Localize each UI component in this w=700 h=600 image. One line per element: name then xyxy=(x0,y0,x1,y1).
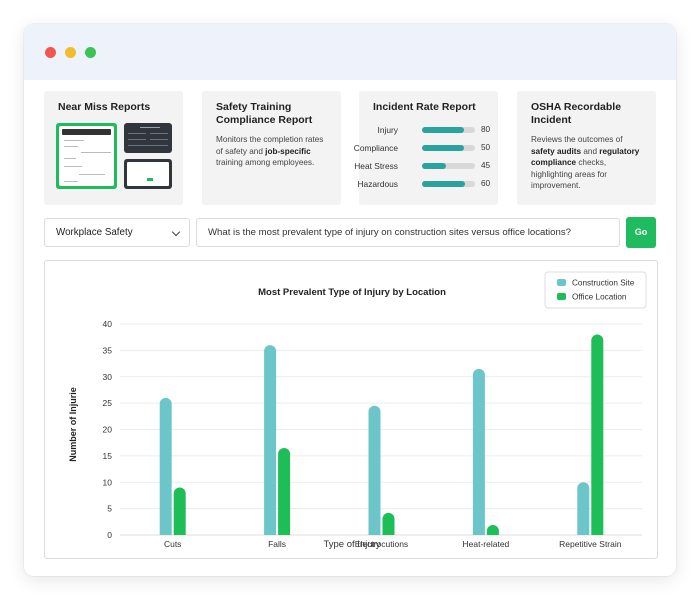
incident-rate-card[interactable]: Incident Rate Report Injury 80 Complianc… xyxy=(354,91,498,205)
card-title: OSHA Recordable Incident xyxy=(531,101,622,126)
y-axis-label: Number of Injurie xyxy=(68,387,78,462)
safety-training-card[interactable]: Safety Training Compliance Report Monito… xyxy=(202,91,341,205)
go-button[interactable]: Go xyxy=(626,217,656,248)
query-input[interactable]: What is the most prevalent type of injur… xyxy=(196,218,620,247)
maximize-window-button[interactable] xyxy=(85,47,96,58)
y-tick-label: 25 xyxy=(103,398,113,408)
rate-label: Hazardous xyxy=(357,179,398,189)
injury-bar-chart: 0 5 10 15 20 25 30 35 40 Cuts Falls Electrocutions H… xyxy=(68,271,647,550)
bar-office xyxy=(382,512,395,535)
incident-rate-row: Compliance 50 xyxy=(354,141,498,155)
form-preview-thumbnail xyxy=(56,123,117,189)
x-tick-label: Heat-related xyxy=(463,539,510,549)
legend-label: Construction Site xyxy=(572,279,635,288)
category-select[interactable]: Workplace Safety xyxy=(44,218,190,247)
incident-rate-row: Heat Stress 45 xyxy=(354,159,498,173)
incident-rate-row: Injury 80 xyxy=(359,123,498,137)
chevron-down-icon xyxy=(171,227,181,237)
y-tick-label: 30 xyxy=(103,372,113,382)
title-bar xyxy=(24,24,676,80)
legend xyxy=(544,271,647,309)
bar-office xyxy=(486,525,499,535)
rate-bar xyxy=(422,181,475,187)
y-tick-label: 0 xyxy=(107,530,112,540)
y-tick-label: 5 xyxy=(107,504,112,514)
legend-swatch xyxy=(557,279,566,286)
chart-panel: 0 5 10 15 20 25 30 35 40 Cuts Falls Electrocutions H… xyxy=(44,260,658,559)
card-title: Near Miss Reports xyxy=(58,101,151,113)
card-description: Monitors the completion rates of safety … xyxy=(216,135,324,167)
card-title: Safety Training Compliance Report xyxy=(216,101,313,126)
rate-bar xyxy=(422,145,475,151)
near-miss-reports-card[interactable]: Near Miss Reports xyxy=(44,91,183,205)
query-text: What is the most prevalent type of injur… xyxy=(208,227,571,238)
y-tick-label: 40 xyxy=(103,319,113,329)
x-axis-label: Type of Injury xyxy=(323,539,380,550)
y-tick-label: 35 xyxy=(103,345,113,355)
bar-office xyxy=(591,334,604,535)
incident-rate-row: Hazardous 60 xyxy=(357,177,498,191)
category-select-value: Workplace Safety xyxy=(56,227,133,238)
legend-label: Office Location xyxy=(572,293,627,302)
chart-title: Most Prevalent Type of Injury by Locatio… xyxy=(258,287,446,298)
x-tick-label: Electrocutions xyxy=(355,539,408,549)
dark-form-thumbnail-2 xyxy=(124,159,172,189)
rate-value: 45 xyxy=(481,161,491,170)
close-window-button[interactable] xyxy=(45,47,56,58)
rate-label: Injury xyxy=(377,125,398,135)
rate-value: 50 xyxy=(481,143,491,152)
rate-bar xyxy=(422,127,475,133)
legend-swatch xyxy=(557,293,566,300)
card-title: Incident Rate Report xyxy=(373,101,476,113)
rate-bar xyxy=(422,163,475,169)
bar-office xyxy=(173,487,186,535)
card-description: Reviews the outcomes of safety audits an… xyxy=(531,135,640,190)
x-tick-label: Repetitive Strain xyxy=(559,539,622,549)
bar-office xyxy=(278,447,291,535)
bar-construction xyxy=(368,405,381,535)
x-tick-label: Falls xyxy=(268,539,286,549)
bar-construction xyxy=(159,397,172,535)
bar-construction xyxy=(264,345,277,535)
bar-construction xyxy=(472,368,485,535)
bar-construction xyxy=(577,482,590,535)
minimize-window-button[interactable] xyxy=(65,47,76,58)
x-tick-label: Cuts xyxy=(164,539,181,549)
rate-label: Compliance xyxy=(353,143,398,153)
dark-form-thumbnail xyxy=(124,123,172,153)
y-tick-label: 10 xyxy=(103,477,113,487)
app-window: Near Miss Reports Saf xyxy=(24,24,676,576)
y-tick-label: 20 xyxy=(103,425,113,435)
osha-recordable-card[interactable]: OSHA Recordable Incident Reviews the out… xyxy=(517,91,656,205)
rate-value: 60 xyxy=(481,179,491,188)
rate-value: 80 xyxy=(481,125,491,134)
incident-rate-list: Injury 80 Compliance 50 Heat Stress 45 H… xyxy=(354,121,498,191)
rate-label: Heat Stress xyxy=(354,161,398,171)
y-tick-label: 15 xyxy=(103,451,113,461)
